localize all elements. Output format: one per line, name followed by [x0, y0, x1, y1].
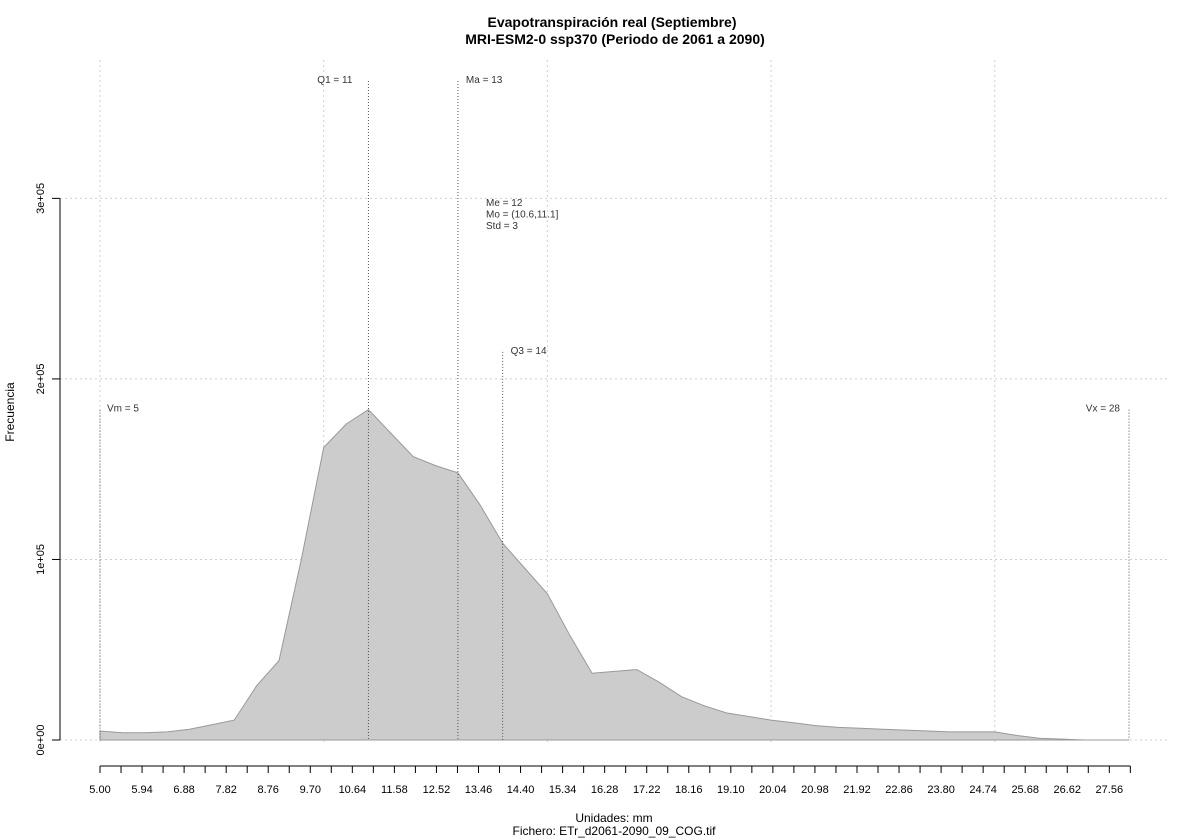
x-tick-label: 13.46 [465, 784, 493, 796]
vx-label: Vx = 28 [1086, 404, 1121, 415]
x-axis-label: Unidades: mm [575, 811, 652, 825]
x-tick-label: 25.68 [1011, 784, 1039, 796]
y-axis: 0e+00 1e+05 2e+05 3e+05 [35, 183, 61, 756]
x-axis: 5.00 5.94 6.88 7.82 8.76 9.70 10.64 11.58 12.52 1… [89, 765, 1131, 796]
x-tick-label: 20.98 [801, 784, 829, 796]
x-tick-label: 18.16 [675, 784, 703, 796]
annotations: Vm = 5 Q1 = 11 Ma = 13 Q3 = 14 Vx = 28 [99, 75, 1130, 740]
x-tick-label: 9.70 [300, 784, 321, 796]
area-series [99, 408, 1129, 741]
x-tick-label: 15.34 [549, 784, 577, 796]
y-tick-label: 1e+05 [35, 544, 47, 575]
caption: Fichero: ETr_d2061-2090_09_COG.tif [513, 824, 717, 838]
chart-title: Evapotranspiración real (Septiembre) [488, 14, 737, 30]
x-tick-label: 24.74 [969, 784, 997, 796]
histogram-area [99, 408, 1129, 741]
x-tick-label: 6.88 [173, 784, 194, 796]
stat-line: Std = 3 [486, 221, 518, 232]
x-tick-label: 11.58 [381, 784, 408, 796]
stat-line: Mo = (10.6,11.1] [486, 210, 559, 221]
x-tick-label: 27.56 [1096, 784, 1124, 796]
x-tick-label: 16.28 [591, 784, 619, 796]
q1-label: Q1 = 11 [317, 75, 353, 86]
x-tick-label: 23.80 [927, 784, 955, 796]
x-tick-label: 5.00 [89, 784, 110, 796]
x-tick-label: 7.82 [215, 784, 236, 796]
ma-label: Ma = 13 [466, 75, 503, 86]
q3-label: Q3 = 14 [511, 346, 547, 357]
x-tick-label: 26.62 [1053, 784, 1081, 796]
chart-subtitle: MRI-ESM2-0 ssp370 (Periodo de 2061 a 209… [465, 31, 765, 47]
x-tick-label: 14.40 [507, 784, 535, 796]
y-tick-label: 2e+05 [35, 363, 47, 394]
x-tick-label: 12.52 [423, 784, 451, 796]
y-axis-label: Frecuencia [3, 382, 17, 442]
vm-label: Vm = 5 [107, 404, 139, 415]
x-tick-label: 17.22 [633, 784, 661, 796]
x-tick-label: 19.10 [717, 784, 745, 796]
x-tick-label: 8.76 [258, 784, 279, 796]
stat-line: Me = 12 [486, 198, 523, 209]
y-tick-label: 3e+05 [35, 183, 47, 214]
x-tick-label: 10.64 [339, 784, 367, 796]
x-tick-label: 5.94 [131, 784, 152, 796]
x-tick-label: 21.92 [843, 784, 871, 796]
x-tick-label: 22.86 [885, 784, 913, 796]
x-tick-label: 20.04 [759, 784, 787, 796]
grid [55, 60, 1170, 742]
y-tick-label: 0e+00 [35, 725, 47, 756]
